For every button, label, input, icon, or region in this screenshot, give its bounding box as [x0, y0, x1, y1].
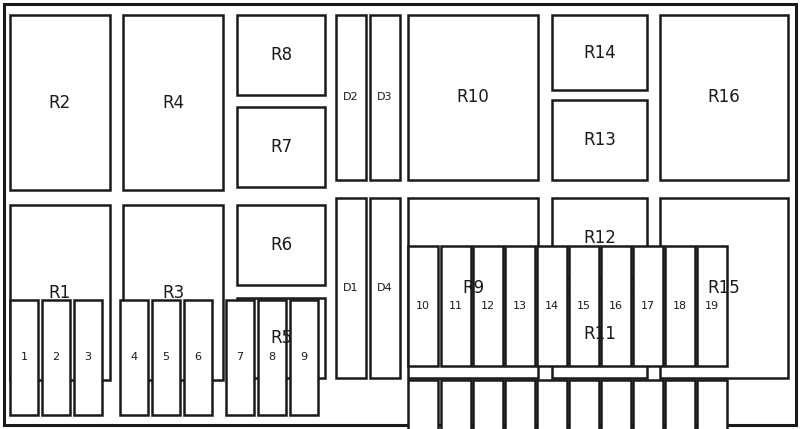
Bar [123, 205, 223, 380]
Text: D4: D4 [377, 283, 393, 293]
Text: R6: R6 [270, 236, 292, 254]
Text: 11: 11 [449, 301, 463, 311]
Bar [237, 298, 325, 378]
Bar [601, 380, 631, 429]
Text: 6: 6 [194, 353, 202, 363]
Text: R15: R15 [708, 279, 740, 297]
Text: 5: 5 [162, 353, 170, 363]
Bar [697, 246, 727, 366]
Bar [184, 300, 212, 415]
Bar [473, 380, 503, 429]
Bar [552, 15, 647, 90]
Bar [569, 246, 599, 366]
Bar [120, 300, 148, 415]
Text: 18: 18 [673, 301, 687, 311]
Bar [290, 300, 318, 415]
Bar [505, 380, 535, 429]
Text: R5: R5 [270, 329, 292, 347]
Text: R14: R14 [583, 43, 616, 61]
Text: 13: 13 [513, 301, 527, 311]
Bar [633, 246, 663, 366]
Bar [601, 246, 631, 366]
Bar [408, 380, 438, 429]
Bar [697, 380, 727, 429]
Text: 2: 2 [53, 353, 59, 363]
Text: R8: R8 [270, 46, 292, 64]
Bar [237, 15, 325, 95]
Text: D2: D2 [343, 93, 359, 103]
Bar [441, 380, 471, 429]
Bar [408, 246, 438, 366]
Text: 3: 3 [85, 353, 91, 363]
Text: R13: R13 [583, 131, 616, 149]
Text: 1: 1 [21, 353, 27, 363]
Text: R1: R1 [49, 284, 71, 302]
Bar [537, 380, 567, 429]
Text: 8: 8 [269, 353, 275, 363]
Bar [660, 198, 788, 378]
Bar [42, 300, 70, 415]
Text: R7: R7 [270, 138, 292, 156]
Text: D1: D1 [343, 283, 358, 293]
Text: D3: D3 [378, 93, 393, 103]
Text: R10: R10 [457, 88, 490, 106]
Text: 4: 4 [130, 353, 138, 363]
Bar [336, 198, 366, 378]
Text: 12: 12 [481, 301, 495, 311]
Bar [152, 300, 180, 415]
Bar [552, 100, 647, 180]
Bar [123, 15, 223, 190]
Bar [10, 205, 110, 380]
Bar [569, 380, 599, 429]
Bar [258, 300, 286, 415]
Bar [237, 107, 325, 187]
Bar [665, 380, 695, 429]
Bar [408, 198, 538, 378]
Bar [237, 205, 325, 285]
Bar [74, 300, 102, 415]
Text: 19: 19 [705, 301, 719, 311]
Bar [370, 198, 400, 378]
Bar [537, 246, 567, 366]
Bar [408, 15, 538, 180]
Text: R4: R4 [162, 94, 184, 112]
Text: R3: R3 [162, 284, 184, 302]
Text: 9: 9 [301, 353, 307, 363]
Text: R9: R9 [462, 279, 484, 297]
Text: R11: R11 [583, 325, 616, 343]
Bar [660, 15, 788, 180]
Text: 17: 17 [641, 301, 655, 311]
Bar [473, 246, 503, 366]
Bar [441, 246, 471, 366]
Text: 10: 10 [416, 301, 430, 311]
Text: 14: 14 [545, 301, 559, 311]
Text: 7: 7 [237, 353, 243, 363]
Bar [665, 246, 695, 366]
Bar [505, 246, 535, 366]
Bar [10, 300, 38, 415]
Text: R16: R16 [708, 88, 740, 106]
Bar [633, 380, 663, 429]
Bar [370, 15, 400, 180]
Bar [336, 15, 366, 180]
Bar [10, 15, 110, 190]
Bar [552, 198, 647, 278]
Text: 16: 16 [609, 301, 623, 311]
Text: 15: 15 [577, 301, 591, 311]
Bar [552, 290, 647, 378]
Text: R2: R2 [49, 94, 71, 112]
Bar [226, 300, 254, 415]
Text: R12: R12 [583, 229, 616, 247]
